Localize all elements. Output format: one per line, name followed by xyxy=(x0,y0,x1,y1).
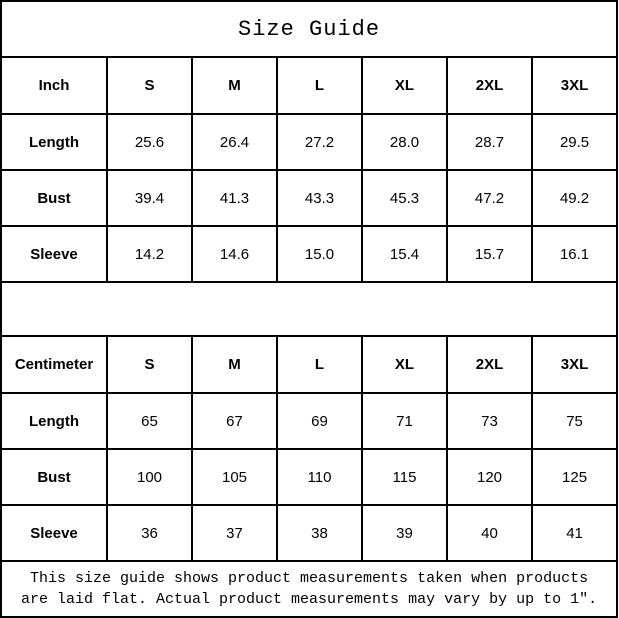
inch-bust-row: Bust 39.4 41.3 43.3 45.3 47.2 49.2 xyxy=(0,169,619,227)
value-cell: 15.0 xyxy=(276,225,363,283)
cm-header-row: Centimeter S M L XL 2XL 3XL xyxy=(0,335,619,394)
unit-header-centimeter: Centimeter xyxy=(0,335,108,394)
row-label-length: Length xyxy=(0,113,108,171)
size-header-m: M xyxy=(191,56,278,115)
value-cell: 27.2 xyxy=(276,113,363,171)
value-cell: 14.2 xyxy=(106,225,193,283)
size-header-3xl: 3XL xyxy=(530,56,619,115)
value-cell: 115 xyxy=(361,448,448,506)
value-cell: 69 xyxy=(276,392,363,450)
value-cell: 15.4 xyxy=(361,225,448,283)
size-header-2xl: 2XL xyxy=(446,335,533,394)
value-cell: 125 xyxy=(530,448,619,506)
value-cell: 15.7 xyxy=(446,225,533,283)
spacer-cell xyxy=(0,281,619,337)
size-header-l: L xyxy=(276,335,363,394)
value-cell: 26.4 xyxy=(191,113,278,171)
inch-sleeve-row: Sleeve 14.2 14.6 15.0 15.4 15.7 16.1 xyxy=(0,225,619,283)
inch-length-row: Length 25.6 26.4 27.2 28.0 28.7 29.5 xyxy=(0,113,619,171)
value-cell: 71 xyxy=(361,392,448,450)
row-label-length: Length xyxy=(0,392,108,450)
value-cell: 38 xyxy=(276,504,363,562)
cm-bust-row: Bust 100 105 110 115 120 125 xyxy=(0,448,619,506)
value-cell: 105 xyxy=(191,448,278,506)
row-label-bust: Bust xyxy=(0,448,108,506)
value-cell: 37 xyxy=(191,504,278,562)
value-cell: 120 xyxy=(446,448,533,506)
size-header-xl: XL xyxy=(361,335,448,394)
value-cell: 14.6 xyxy=(191,225,278,283)
size-header-2xl: 2XL xyxy=(446,56,533,115)
value-cell: 28.7 xyxy=(446,113,533,171)
footer-line-1: This size guide shows product measuremen… xyxy=(30,570,589,587)
footer-line-2: are laid flat. Actual product measuremen… xyxy=(21,591,598,608)
value-cell: 39.4 xyxy=(106,169,193,227)
size-header-xl: XL xyxy=(361,56,448,115)
value-cell: 100 xyxy=(106,448,193,506)
row-label-sleeve: Sleeve xyxy=(0,225,108,283)
value-cell: 41 xyxy=(530,504,619,562)
size-header-3xl: 3XL xyxy=(530,335,619,394)
size-header-l: L xyxy=(276,56,363,115)
size-header-s: S xyxy=(106,335,193,394)
inch-header-row: Inch S M L XL 2XL 3XL xyxy=(0,56,619,115)
value-cell: 65 xyxy=(106,392,193,450)
row-label-sleeve: Sleeve xyxy=(0,504,108,562)
page-title: Size Guide xyxy=(0,0,619,58)
value-cell: 73 xyxy=(446,392,533,450)
value-cell: 47.2 xyxy=(446,169,533,227)
row-label-bust: Bust xyxy=(0,169,108,227)
size-header-s: S xyxy=(106,56,193,115)
cm-sleeve-row: Sleeve 36 37 38 39 40 41 xyxy=(0,504,619,562)
value-cell: 29.5 xyxy=(530,113,619,171)
footer-note: This size guide shows product measuremen… xyxy=(0,560,619,618)
title-row: Size Guide xyxy=(0,0,619,58)
value-cell: 39 xyxy=(361,504,448,562)
value-cell: 40 xyxy=(446,504,533,562)
value-cell: 36 xyxy=(106,504,193,562)
value-cell: 41.3 xyxy=(191,169,278,227)
value-cell: 25.6 xyxy=(106,113,193,171)
footer-row: This size guide shows product measuremen… xyxy=(0,560,619,618)
value-cell: 28.0 xyxy=(361,113,448,171)
value-cell: 43.3 xyxy=(276,169,363,227)
spacer-row xyxy=(0,281,619,337)
cm-length-row: Length 65 67 69 71 73 75 xyxy=(0,392,619,450)
value-cell: 75 xyxy=(530,392,619,450)
unit-header-inch: Inch xyxy=(0,56,108,115)
value-cell: 110 xyxy=(276,448,363,506)
value-cell: 49.2 xyxy=(530,169,619,227)
value-cell: 16.1 xyxy=(530,225,619,283)
size-header-m: M xyxy=(191,335,278,394)
value-cell: 45.3 xyxy=(361,169,448,227)
value-cell: 67 xyxy=(191,392,278,450)
